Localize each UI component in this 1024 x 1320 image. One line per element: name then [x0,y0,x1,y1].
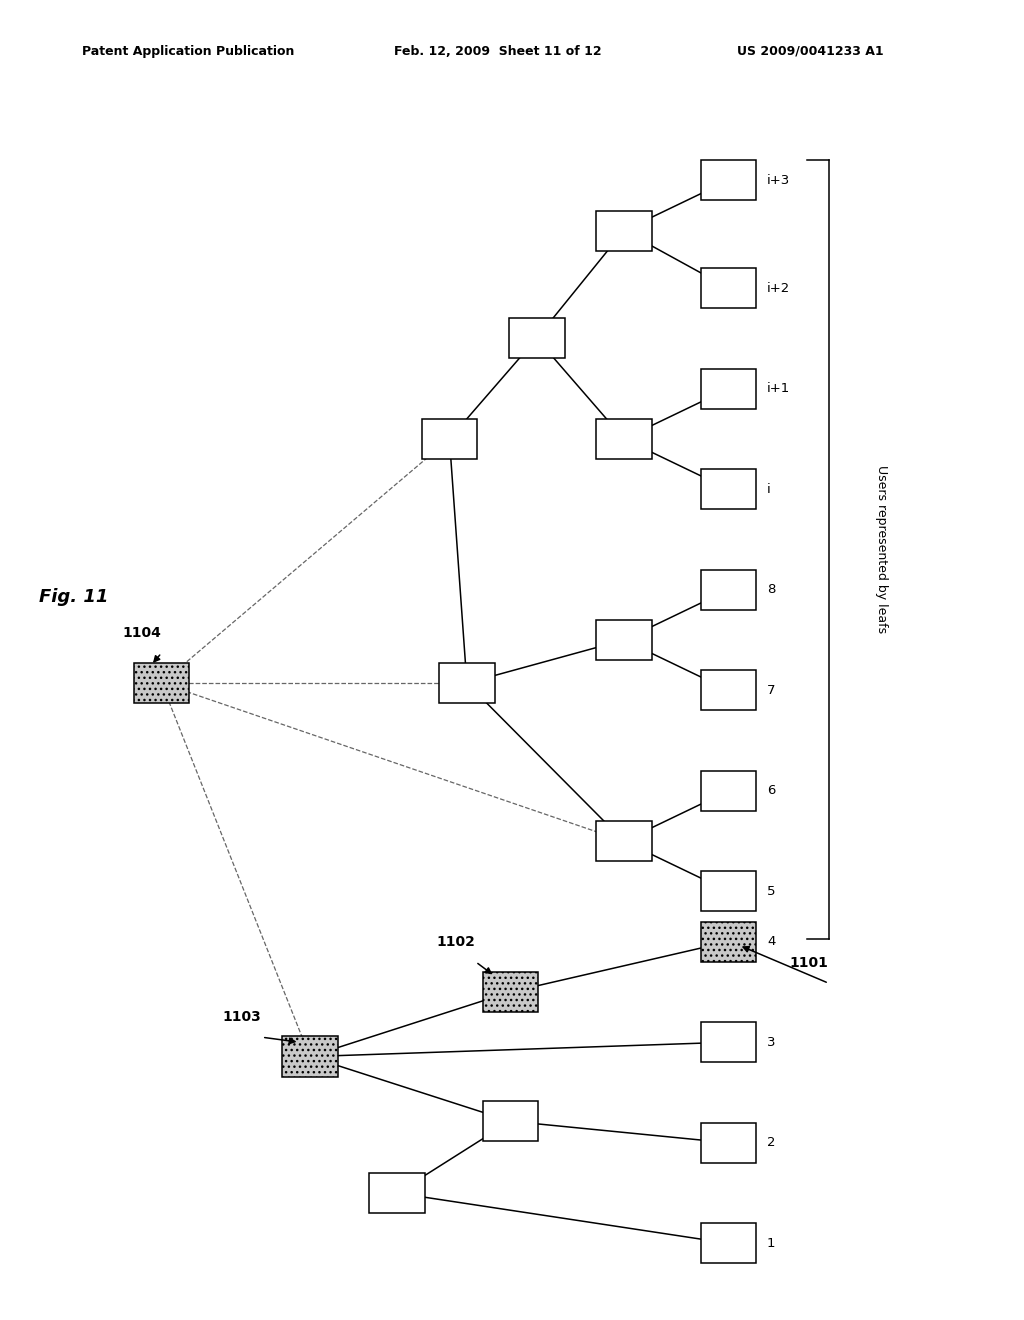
Bar [422,418,477,459]
Bar [700,1224,757,1263]
Bar [439,663,495,704]
Text: Users represented by leafs: Users represented by leafs [874,466,888,634]
Bar [700,871,757,912]
Text: 1104: 1104 [122,626,161,640]
Text: 5: 5 [767,884,775,898]
Text: i+3: i+3 [767,174,791,187]
Bar [596,418,652,459]
Bar [370,1173,425,1213]
Text: Patent Application Publication: Patent Application Publication [82,45,294,58]
Bar [596,210,652,251]
Bar [282,1036,338,1077]
Bar [482,1101,539,1142]
Text: 1: 1 [767,1237,775,1250]
Text: Feb. 12, 2009  Sheet 11 of 12: Feb. 12, 2009 Sheet 11 of 12 [394,45,602,58]
Bar [700,368,757,409]
Bar [596,620,652,660]
Text: US 2009/0041233 A1: US 2009/0041233 A1 [737,45,884,58]
Text: 8: 8 [767,583,775,597]
Text: 1103: 1103 [222,1010,261,1024]
Bar [700,1122,757,1163]
Text: 3: 3 [767,1036,775,1048]
Bar [700,921,757,962]
Bar [700,160,757,201]
Bar [700,1022,757,1063]
Bar [509,318,564,359]
Bar [596,821,652,861]
Text: i+1: i+1 [767,381,791,395]
Text: Fig. 11: Fig. 11 [40,587,109,606]
Bar [700,771,757,810]
Bar [700,570,757,610]
Bar [700,671,757,710]
Text: i+2: i+2 [767,281,791,294]
Text: 4: 4 [767,935,775,948]
Bar [482,972,539,1012]
Text: 2: 2 [767,1137,775,1150]
Bar [700,268,757,308]
Text: i: i [767,483,771,496]
Text: 6: 6 [767,784,775,797]
Bar [134,663,189,704]
Text: 1101: 1101 [790,957,828,970]
Text: 7: 7 [767,684,775,697]
Bar [700,469,757,510]
Text: 1102: 1102 [436,935,475,949]
